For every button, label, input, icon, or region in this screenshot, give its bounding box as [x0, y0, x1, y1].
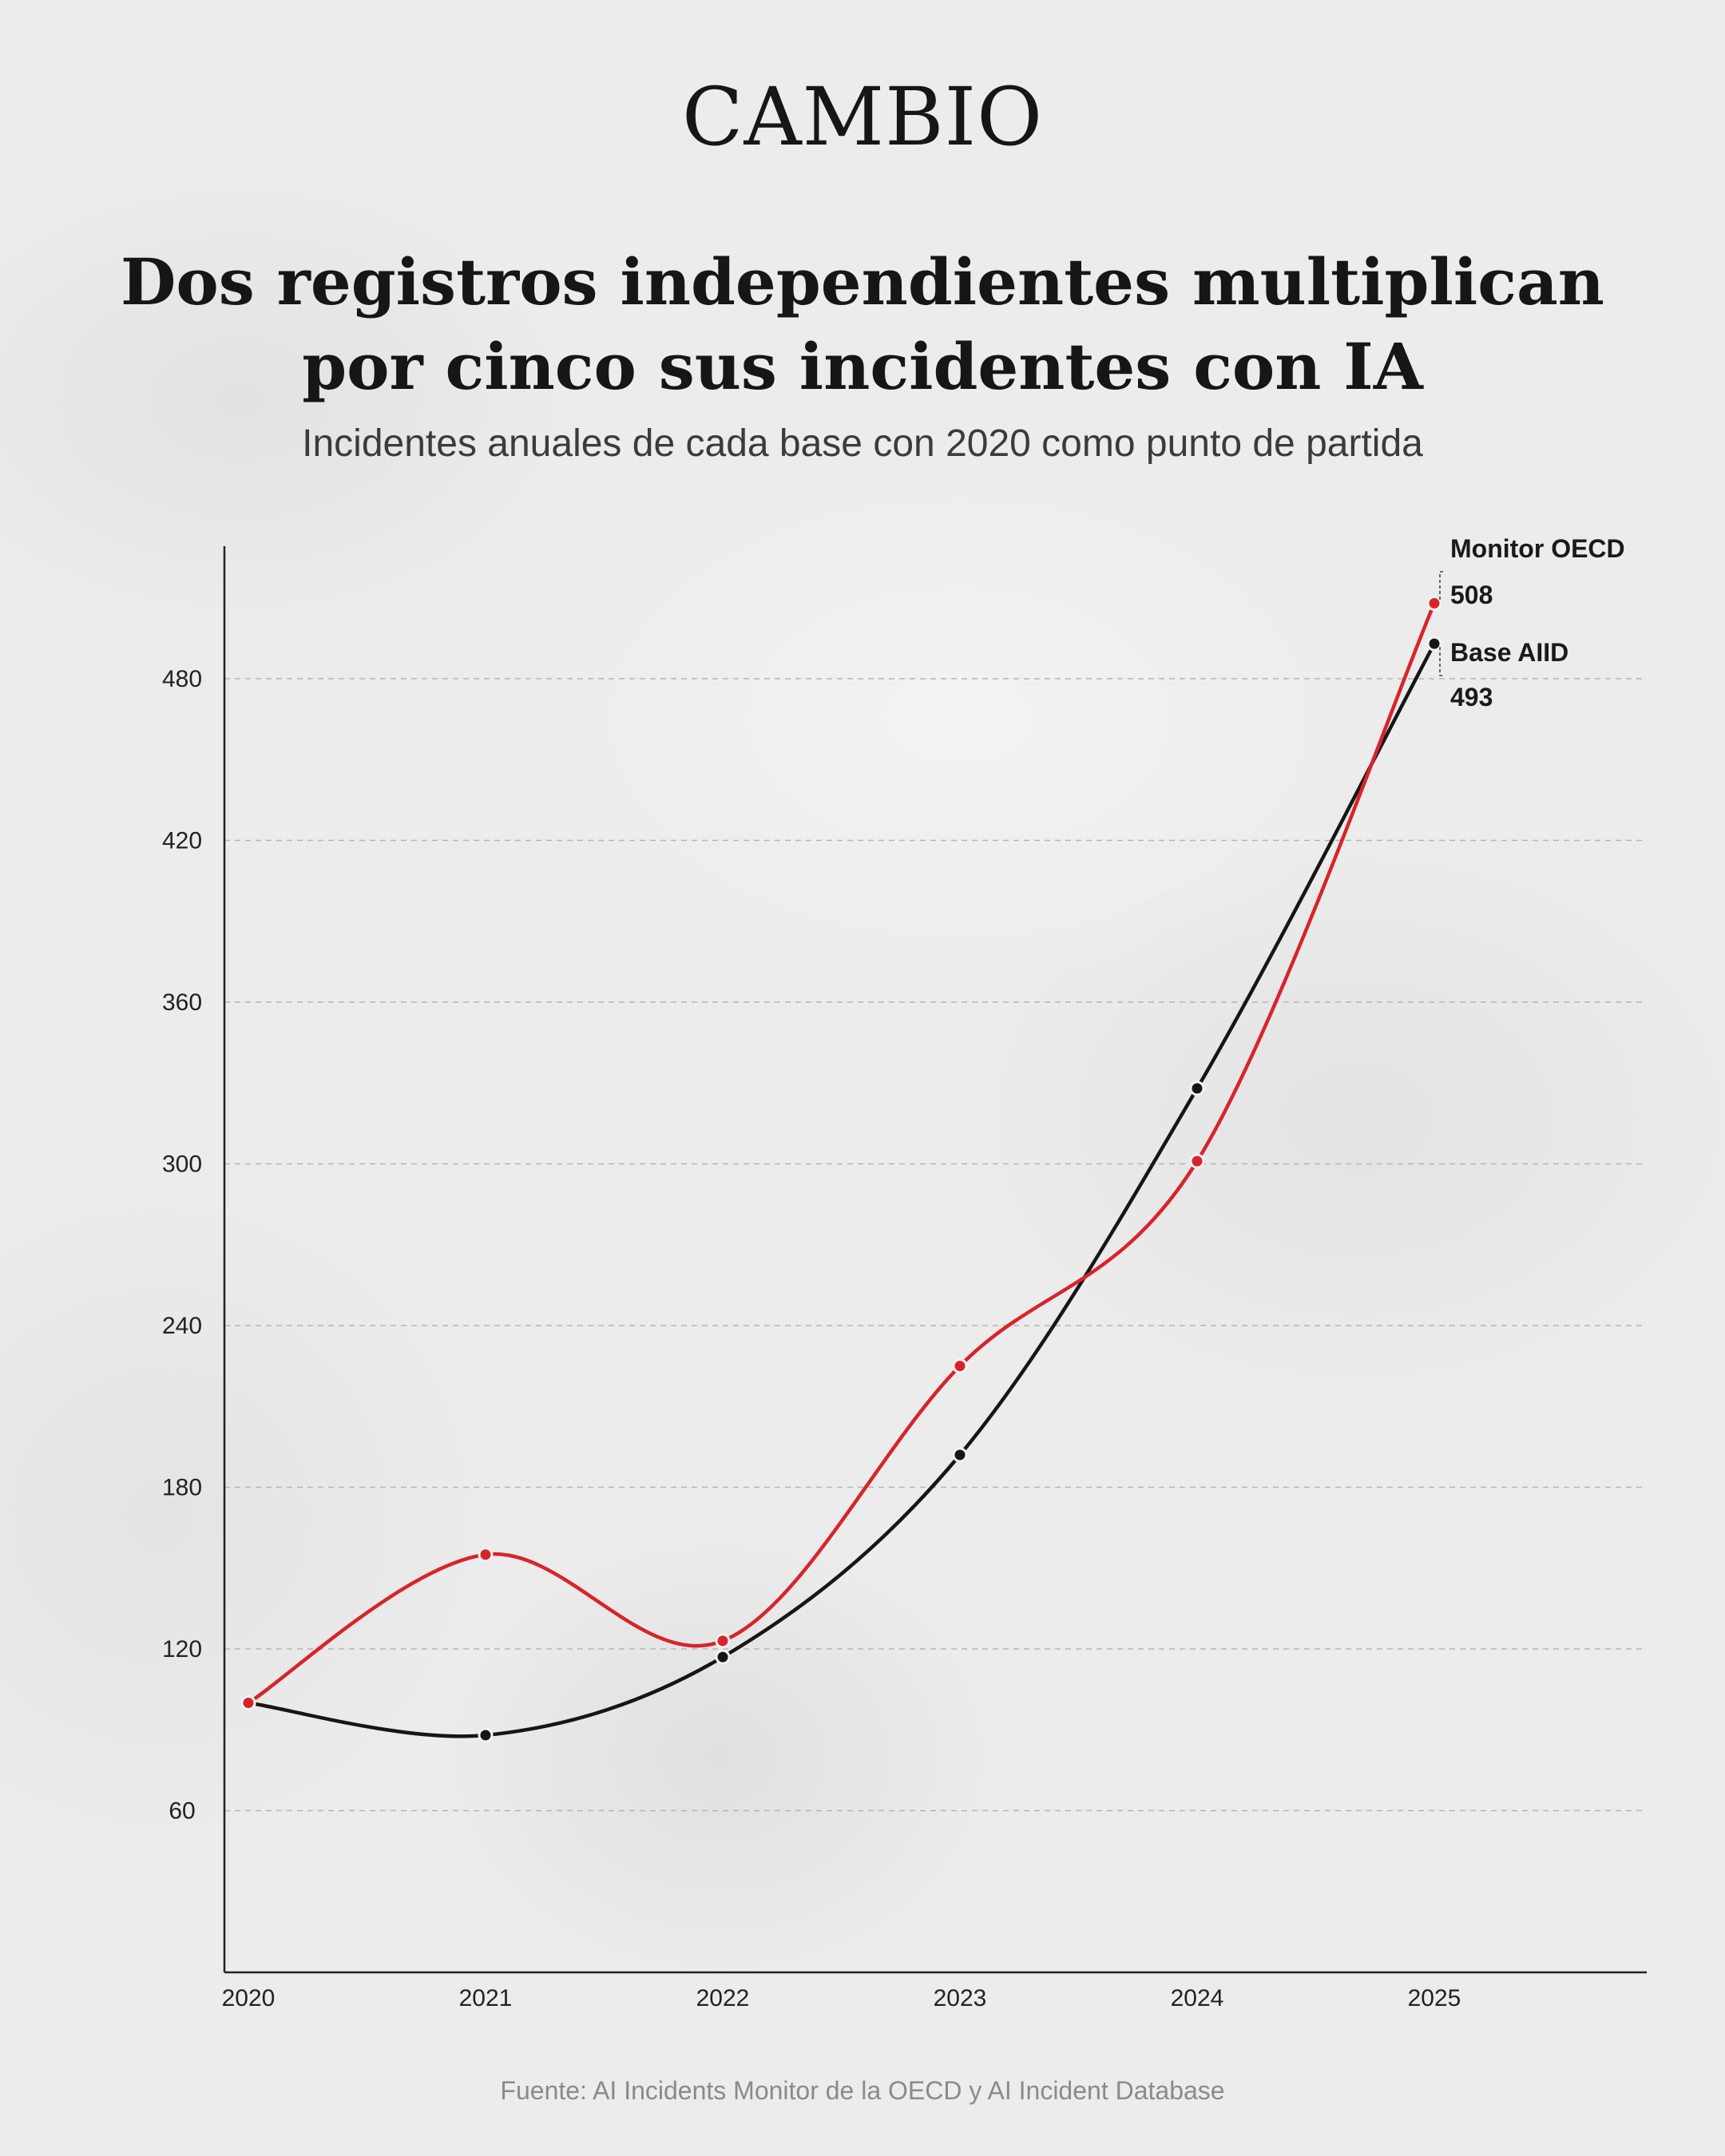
data-point-oecd-2023	[952, 1358, 968, 1374]
bracket-aiid	[1439, 647, 1443, 676]
data-point-oecd-2022	[715, 1633, 731, 1649]
chart-title-line-1: Dos registros independientes multiplican	[121, 244, 1604, 319]
data-point-oecd-2020	[240, 1695, 256, 1710]
data-point-aiid-2021	[478, 1727, 494, 1743]
x-tick-label-2023: 2023	[934, 1985, 987, 2011]
data-point-oecd-2021	[478, 1547, 494, 1563]
y-tick-label-360: 360	[162, 989, 202, 1016]
data-point-oecd-2024	[1189, 1153, 1205, 1169]
x-tick-label-2022: 2022	[696, 1985, 750, 2011]
bracket-oecd	[1439, 571, 1443, 600]
y-tick-label-60: 60	[169, 1798, 195, 1825]
data-point-aiid-2025	[1426, 636, 1442, 652]
end-value-label-oecd: 508	[1450, 581, 1493, 609]
series-line-oecd	[246, 601, 1437, 1705]
data-point-aiid-2023	[952, 1447, 968, 1463]
series-line-aiid	[246, 641, 1437, 1738]
x-tick-label-2024: 2024	[1171, 1985, 1224, 2011]
y-tick-label-180: 180	[162, 1475, 202, 1501]
x-tick-label-2021: 2021	[459, 1985, 513, 2011]
x-tick-label-2025: 2025	[1408, 1985, 1461, 2011]
data-point-aiid-2022	[715, 1649, 731, 1665]
brand-logo: CAMBIO	[681, 70, 1044, 164]
chart-title-line-2: por cinco sus incidentes con IA	[302, 329, 1423, 404]
data-point-aiid-2024	[1189, 1080, 1205, 1096]
y-tick-label-120: 120	[162, 1636, 202, 1663]
chart-title: Dos registros independientes multiplican…	[80, 240, 1645, 409]
y-tick-label-420: 420	[162, 828, 202, 854]
data-point-oecd-2025	[1426, 596, 1442, 611]
x-tick-label-2020: 2020	[222, 1985, 276, 2011]
y-tick-label-240: 240	[162, 1313, 202, 1339]
legend-label-oecd: Monitor OECD	[1450, 534, 1625, 563]
y-tick-label-480: 480	[162, 666, 202, 692]
chart-subtitle: Incidentes anuales de cada base con 2020…	[302, 422, 1423, 465]
source-note: Fuente: AI Incidents Monitor de la OECD …	[500, 2076, 1225, 2105]
y-tick-label-300: 300	[162, 1151, 202, 1178]
legend-label-aiid: Base AIID	[1450, 638, 1568, 667]
end-value-label-aiid: 493	[1450, 683, 1493, 711]
